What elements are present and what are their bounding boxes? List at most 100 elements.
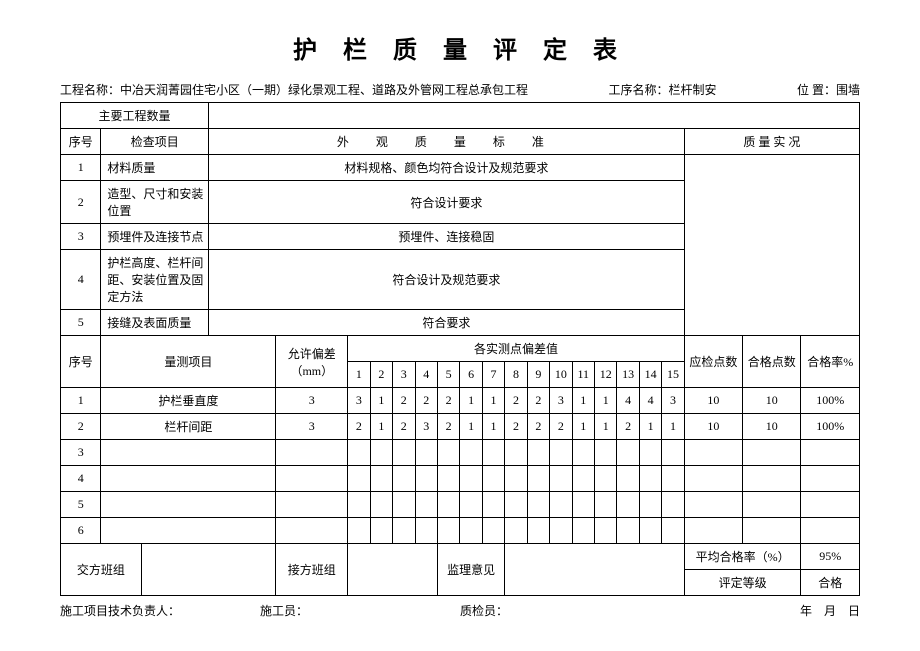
check-seq: 1	[61, 155, 101, 181]
m-val	[370, 466, 392, 492]
col-num: 9	[527, 362, 549, 388]
m-tol: 3	[276, 414, 348, 440]
check-item: 接缝及表面质量	[101, 310, 209, 336]
m-val: 1	[595, 388, 617, 414]
m-val: 1	[482, 388, 504, 414]
m-val	[415, 492, 437, 518]
m-val: 2	[505, 414, 527, 440]
m-val: 1	[370, 388, 392, 414]
m-val	[505, 466, 527, 492]
deliver-value	[141, 544, 276, 596]
m-val	[437, 518, 459, 544]
col-num: 7	[482, 362, 504, 388]
m-val	[393, 518, 415, 544]
m-val	[662, 440, 684, 466]
m-val	[550, 518, 572, 544]
m-val	[348, 492, 370, 518]
m-val	[595, 518, 617, 544]
page-title: 护 栏 质 量 评 定 表	[60, 30, 860, 65]
m-tol	[276, 518, 348, 544]
date: 年 月 日	[660, 602, 860, 619]
main-qty-value	[209, 103, 860, 129]
m-val	[617, 492, 639, 518]
check-seq: 5	[61, 310, 101, 336]
m-item	[101, 466, 276, 492]
m-val: 2	[437, 388, 459, 414]
col-num: 15	[662, 362, 684, 388]
m-val	[527, 440, 549, 466]
m-val	[370, 440, 392, 466]
m-val	[482, 466, 504, 492]
m-val	[572, 440, 594, 466]
m-val	[348, 518, 370, 544]
check-seq: 3	[61, 224, 101, 250]
m-val: 3	[415, 414, 437, 440]
m-val: 1	[572, 388, 594, 414]
deviation-header: 各实测点偏差值	[348, 336, 685, 362]
m-val: 1	[595, 414, 617, 440]
m-val	[415, 440, 437, 466]
measure-row: 4	[61, 466, 860, 492]
col-num: 14	[639, 362, 661, 388]
m-rate	[801, 440, 860, 466]
m-val	[572, 466, 594, 492]
m-val	[393, 440, 415, 466]
m-val: 1	[482, 414, 504, 440]
col-num: 10	[550, 362, 572, 388]
col-num: 1	[348, 362, 370, 388]
m-val: 3	[348, 388, 370, 414]
m-val: 1	[460, 414, 482, 440]
m-val	[617, 518, 639, 544]
col-num: 5	[437, 362, 459, 388]
m-val	[595, 440, 617, 466]
m-val	[617, 466, 639, 492]
m-check: 10	[684, 414, 742, 440]
measure-row: 6	[61, 518, 860, 544]
col-num: 11	[572, 362, 594, 388]
m-seq: 1	[61, 388, 101, 414]
check-std: 符合设计及规范要求	[209, 250, 685, 310]
m-pass	[743, 466, 801, 492]
measure-row: 5	[61, 492, 860, 518]
m-val: 2	[415, 388, 437, 414]
check-seq: 2	[61, 181, 101, 224]
m-val	[550, 440, 572, 466]
m-tol	[276, 492, 348, 518]
grade-label: 评定等级	[684, 570, 801, 596]
m-val	[662, 518, 684, 544]
check-pts-header: 应检点数	[684, 336, 742, 388]
m-val	[348, 466, 370, 492]
position: 位 置：围墙	[797, 81, 860, 98]
m-val: 2	[505, 388, 527, 414]
m-rate: 100%	[801, 388, 860, 414]
check-std: 符合设计要求	[209, 181, 685, 224]
check-item: 护栏高度、栏杆间距、安装位置及固定方法	[101, 250, 209, 310]
m-pass: 10	[743, 388, 801, 414]
m-val	[550, 492, 572, 518]
process-name: 工序名称：栏杆制安	[608, 81, 716, 98]
m-val	[437, 492, 459, 518]
m-val	[415, 466, 437, 492]
m-tol: 3	[276, 388, 348, 414]
qc: 质检员：	[460, 602, 660, 619]
m-val	[639, 466, 661, 492]
avg-rate-value: 95%	[801, 544, 860, 570]
m-pass	[743, 492, 801, 518]
m-check	[684, 466, 742, 492]
col-num: 8	[505, 362, 527, 388]
m-val	[662, 492, 684, 518]
m-val	[482, 492, 504, 518]
m-val	[572, 518, 594, 544]
m-val	[527, 518, 549, 544]
m-tol	[276, 440, 348, 466]
m-val: 2	[527, 388, 549, 414]
m-val: 1	[460, 388, 482, 414]
check-std: 符合要求	[209, 310, 685, 336]
m-val: 2	[393, 388, 415, 414]
m-val: 1	[572, 414, 594, 440]
m-pass	[743, 440, 801, 466]
supervise-value	[505, 544, 685, 596]
m-val: 3	[662, 388, 684, 414]
appearance-header: 外 观 质 量 标 准	[209, 129, 685, 155]
m-val: 2	[550, 414, 572, 440]
